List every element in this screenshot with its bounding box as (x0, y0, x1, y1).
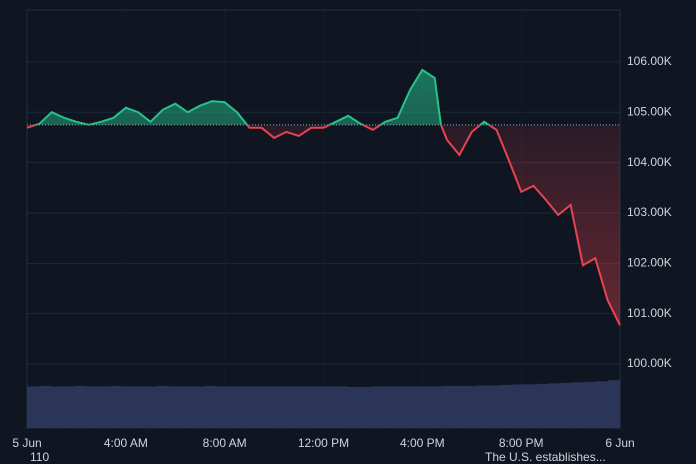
volume-bar (418, 386, 431, 428)
volume-bar (608, 380, 621, 428)
volume-bar (74, 385, 87, 428)
volume-bar (299, 386, 312, 428)
x-tick-label: 4:00 PM (400, 436, 445, 450)
x-tick-label: 4:00 AM (104, 436, 148, 450)
volume-bar (110, 385, 123, 428)
price-line-down (26, 124, 621, 326)
volume-bar (513, 384, 526, 428)
volume-bar (38, 385, 52, 428)
y-tick-label: 104.00K (627, 155, 672, 169)
volume-bar (430, 386, 443, 428)
volume-bar (501, 384, 514, 428)
volume-bar (370, 386, 384, 428)
y-tick-label: 101.00K (627, 306, 672, 320)
volume-bar (311, 386, 324, 428)
volume-bar (453, 385, 467, 428)
news-headline: The U.S. establishes... (485, 450, 606, 464)
volume-bar (133, 386, 146, 428)
volume-bar (477, 385, 490, 428)
y-tick-label: 106.00K (627, 54, 672, 68)
volume-bar (240, 386, 253, 428)
volume-bar (157, 385, 170, 428)
volume-bar (335, 386, 348, 428)
volume-bar (62, 386, 75, 428)
volume-bar (572, 382, 585, 428)
volume-bar (216, 386, 229, 428)
y-tick-label: 105.00K (627, 104, 672, 118)
y-tick-label: 100.00K (627, 356, 672, 370)
volume-bar (596, 381, 609, 428)
volume-bar (347, 386, 360, 428)
x-tick-label: 5 Jun (12, 436, 41, 450)
volume-bar (276, 386, 289, 428)
volume-bar (489, 385, 502, 428)
volume-bar (27, 386, 40, 428)
y-tick-label: 103.00K (627, 205, 672, 219)
price-line-up (32, 68, 491, 125)
area-down (27, 124, 620, 326)
volume-bar (359, 386, 372, 428)
volume-bar (323, 386, 336, 428)
volume-bar (193, 386, 206, 428)
volume-bar (264, 386, 277, 428)
volume-bar (382, 386, 395, 428)
volume-bar (86, 386, 99, 428)
x-tick-label: 8:00 AM (203, 436, 247, 450)
volume-bar (169, 386, 182, 428)
volume-bar (584, 381, 597, 428)
volume-bar (442, 385, 455, 428)
y-tick-label: 102.00K (627, 255, 672, 269)
volume-bar (145, 386, 158, 428)
x-tick-label: 8:00 PM (499, 436, 544, 450)
volume-bar (536, 383, 550, 428)
volume-bar (121, 386, 135, 428)
volume-bar (98, 386, 111, 428)
x-tick-label: 6 Jun (605, 436, 634, 450)
x-tick-label: 12:00 PM (298, 436, 349, 450)
volume-bar (465, 385, 478, 428)
volume-bar (181, 386, 194, 428)
volume-bar (548, 383, 561, 428)
news-count: 110 (30, 450, 49, 464)
volume-bar (406, 386, 419, 428)
volume-bar (560, 382, 573, 428)
volume-bar (204, 385, 218, 428)
volume-bar (228, 386, 241, 428)
volume-bar (252, 386, 265, 428)
volume-bar (287, 386, 301, 428)
volume-bar (394, 386, 407, 428)
volume-bar (525, 384, 538, 428)
volume-bar (50, 386, 63, 428)
area-up (27, 69, 620, 125)
